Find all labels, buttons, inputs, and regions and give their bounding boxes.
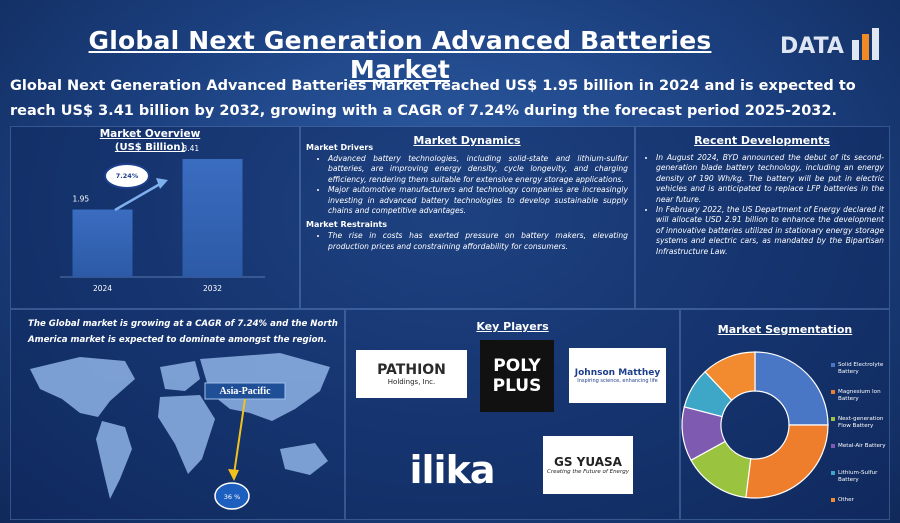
logo-bar xyxy=(862,34,869,60)
logo-text: DATA xyxy=(780,34,844,59)
africa xyxy=(158,395,215,474)
players-title: Key Players xyxy=(476,320,549,333)
player-logo: ilika xyxy=(398,445,506,495)
player-logo: PATHION Holdings, Inc. xyxy=(356,350,467,398)
legend-label: Solid Electrolyte Battery xyxy=(838,362,884,375)
europe xyxy=(160,361,200,391)
dynamics-title: Market Dynamics xyxy=(413,134,521,147)
legend-swatch xyxy=(831,444,835,448)
page-title: Global Next Generation Advanced Batterie… xyxy=(88,26,712,84)
legend-item: Magnesium Ion Battery xyxy=(831,389,892,403)
development-item: In August 2024, BYD announced the debut … xyxy=(656,153,884,205)
segmentation-title: Market Segmentation xyxy=(717,323,853,336)
callout-arrow-head xyxy=(228,469,239,481)
donut-slice xyxy=(745,424,829,499)
legend-swatch xyxy=(831,390,835,394)
logo-mark xyxy=(852,28,879,60)
dynamics-panel xyxy=(300,126,635,309)
restraint-item: The rise in costs has exerted pressure o… xyxy=(328,231,628,252)
growth-arrow xyxy=(114,182,161,212)
intro-text: Global Next Generation Advanced Batterie… xyxy=(10,78,856,119)
callout-arrow xyxy=(233,398,246,475)
legend-item: Solid Electrolyte Battery xyxy=(831,362,892,376)
player-logo: POLY PLUS xyxy=(480,340,554,412)
legend-swatch xyxy=(831,498,835,502)
development-item: In February 2022, the US Department of E… xyxy=(656,205,884,257)
annotation-bubble xyxy=(104,163,150,189)
oceania xyxy=(280,443,328,475)
donut-slice xyxy=(754,351,829,426)
player-name: POLY PLUS xyxy=(492,356,542,396)
player-sub: Holdings, Inc. xyxy=(387,378,436,386)
logo-bar xyxy=(872,28,879,60)
developments-content: Recent Developments In August 2024, BYD … xyxy=(640,134,884,257)
driver-item: Advanced battery technologies, including… xyxy=(328,154,628,185)
developments-list: In August 2024, BYD announced the debut … xyxy=(640,153,884,257)
share-bubble xyxy=(214,482,250,510)
overview-title: Market Overview xyxy=(99,128,201,140)
brand-logo: DATA xyxy=(780,28,890,68)
legend-swatch xyxy=(831,363,835,367)
legend-item: Metal-Air Battery xyxy=(831,443,892,450)
legend-swatch xyxy=(831,417,835,421)
player-sub: Creating the Future of Energy xyxy=(547,469,629,475)
map-text: The Global market is growing at a CAGR o… xyxy=(28,319,338,345)
legend-item: Lithium-Sulfur Battery xyxy=(831,470,892,484)
legend-item: Next-generation Flow Battery xyxy=(831,416,892,430)
driver-item: Major automotive manufacturers and techn… xyxy=(328,185,628,216)
developments-panel xyxy=(635,126,890,309)
player-name: ilika xyxy=(409,448,496,492)
player-name: Johnson Matthey xyxy=(574,367,661,378)
legend-swatch xyxy=(831,471,835,475)
bar-chart: 1.95 2024 3.41 2032 7.24% xyxy=(60,144,265,293)
player-sub: Inspiring science, enhancing life xyxy=(577,377,658,384)
legend-label: Lithium-Sulfur Battery xyxy=(838,470,878,483)
dynamics-content: Market Dynamics Market Drivers Advanced … xyxy=(306,134,628,252)
overview-subtitle: (US$ Billion) xyxy=(114,142,186,153)
share-text: 36 % xyxy=(224,493,241,501)
value-label: 3.41 xyxy=(183,144,200,153)
world-map: Asia-Pacific 36 % xyxy=(30,353,330,510)
value-label: 1.95 xyxy=(73,195,90,204)
donut-slice xyxy=(704,351,756,402)
player-name: GS YUASA xyxy=(554,455,622,469)
player-logo: GS YUASA Creating the Future of Energy xyxy=(543,436,633,494)
restraints-list: The rise in costs has exerted pressure o… xyxy=(306,231,628,252)
drivers-list: Advanced battery technologies, including… xyxy=(306,154,628,216)
continents xyxy=(30,353,330,499)
bar xyxy=(182,159,243,277)
legend-label: Other xyxy=(838,497,854,503)
restraints-title: Market Restraints xyxy=(306,220,387,230)
category-label: 2024 xyxy=(93,284,112,293)
player-name: PATHION xyxy=(377,362,446,378)
drivers-title: Market Drivers xyxy=(306,143,374,152)
annotation: 7.24% xyxy=(116,172,139,180)
legend-label: Magnesium Ion Battery xyxy=(838,389,881,402)
developments-title: Recent Developments xyxy=(694,134,830,147)
bar xyxy=(72,209,133,277)
growth-arrow-head xyxy=(156,178,168,189)
logo-bar xyxy=(852,40,859,60)
legend-label: Next-generation Flow Battery xyxy=(838,416,884,429)
legend-label: Metal-Air Battery xyxy=(838,443,886,449)
overview-panel xyxy=(10,126,300,309)
north-america xyxy=(30,357,135,417)
donut-chart xyxy=(681,351,829,499)
region-label: Asia-Pacific xyxy=(219,386,271,397)
player-logo: Johnson Matthey Inspiring science, enhan… xyxy=(569,348,666,403)
south-america xyxy=(96,421,132,499)
legend-item: Other xyxy=(831,497,892,504)
category-label: 2032 xyxy=(203,284,222,293)
